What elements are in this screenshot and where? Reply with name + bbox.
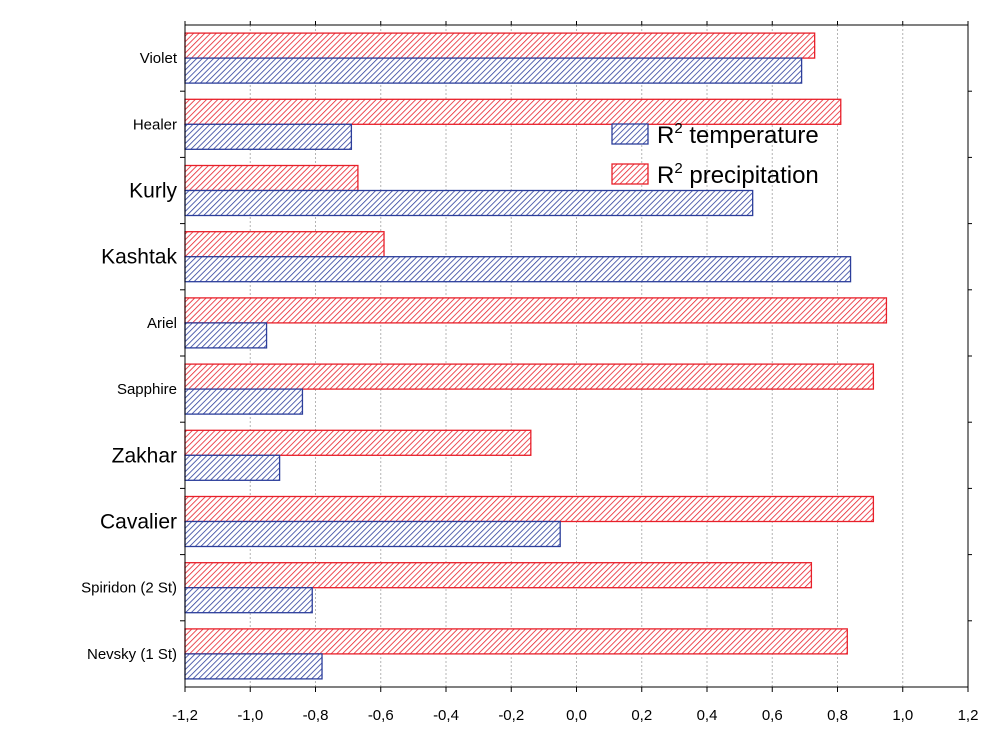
- x-tick-label: -0,6: [368, 707, 394, 724]
- x-tick-label: -1,2: [172, 707, 198, 724]
- bar-precipitation: [184, 628, 848, 655]
- x-tick-label: 1,0: [892, 707, 913, 724]
- legend-swatch: [611, 123, 649, 145]
- legend-label: R2 temperature: [657, 120, 819, 149]
- category-label: Cavalier: [100, 511, 177, 534]
- bar-temperature: [184, 256, 852, 283]
- category-label: Nevsky (1 St): [87, 646, 177, 663]
- bar-precipitation: [184, 363, 875, 390]
- category-label: Healer: [133, 116, 177, 133]
- bar-precipitation: [184, 164, 359, 192]
- x-tick-label: 0,0: [566, 707, 587, 724]
- bar-temperature: [184, 653, 323, 680]
- bars-layer: [184, 32, 888, 680]
- legend-label: R2 precipitation: [657, 160, 819, 189]
- bar-precipitation: [184, 495, 875, 523]
- legend: R2 temperature R2 precipitation: [611, 120, 819, 189]
- x-tick-label: 0,8: [827, 707, 848, 724]
- bar-precipitation: [184, 562, 813, 589]
- category-label: Kashtak: [101, 246, 177, 269]
- bar-temperature: [184, 454, 281, 481]
- x-tick-label: -0,4: [433, 707, 459, 724]
- bar-temperature: [184, 57, 803, 84]
- x-tick-label: 0,4: [697, 707, 718, 724]
- category-label: Violet: [140, 50, 178, 67]
- bar-temperature: [184, 520, 561, 548]
- bar-precipitation: [184, 231, 385, 258]
- category-label: Sapphire: [117, 381, 177, 398]
- category-labels: Violet Healer Kurly Kashtak Ariel Sapphire Zak…: [81, 50, 178, 663]
- x-tick-label: 0,2: [631, 707, 652, 724]
- bar-temperature: [184, 189, 754, 217]
- x-tick-label: 1,2: [958, 707, 979, 724]
- bar-temperature: [184, 322, 268, 349]
- bar-temperature: [184, 388, 304, 415]
- legend-swatch: [611, 163, 649, 185]
- bar-precipitation: [184, 32, 816, 59]
- x-tick-label: -0,2: [498, 707, 524, 724]
- bar-precipitation: [184, 98, 842, 125]
- axis-ticks: [180, 21, 972, 692]
- bar-temperature: [184, 587, 313, 614]
- bar-temperature: [184, 123, 353, 150]
- category-label: Spiridon (2 St): [81, 580, 177, 597]
- x-tick-label: -1,0: [237, 707, 263, 724]
- bar-precipitation: [184, 297, 888, 324]
- bar-precipitation: [184, 429, 532, 456]
- x-tick-label: 0,6: [762, 707, 783, 724]
- category-label: Kurly: [129, 180, 177, 203]
- x-tick-labels: -1,2 -1,0 -0,8 -0,6 -0,4 -0,2 0,0 0,2 0,4 0,6 0,8 1…: [172, 707, 978, 724]
- x-tick-label: -0,8: [303, 707, 329, 724]
- category-label: Ariel: [147, 315, 177, 332]
- category-label: Zakhar: [112, 444, 177, 467]
